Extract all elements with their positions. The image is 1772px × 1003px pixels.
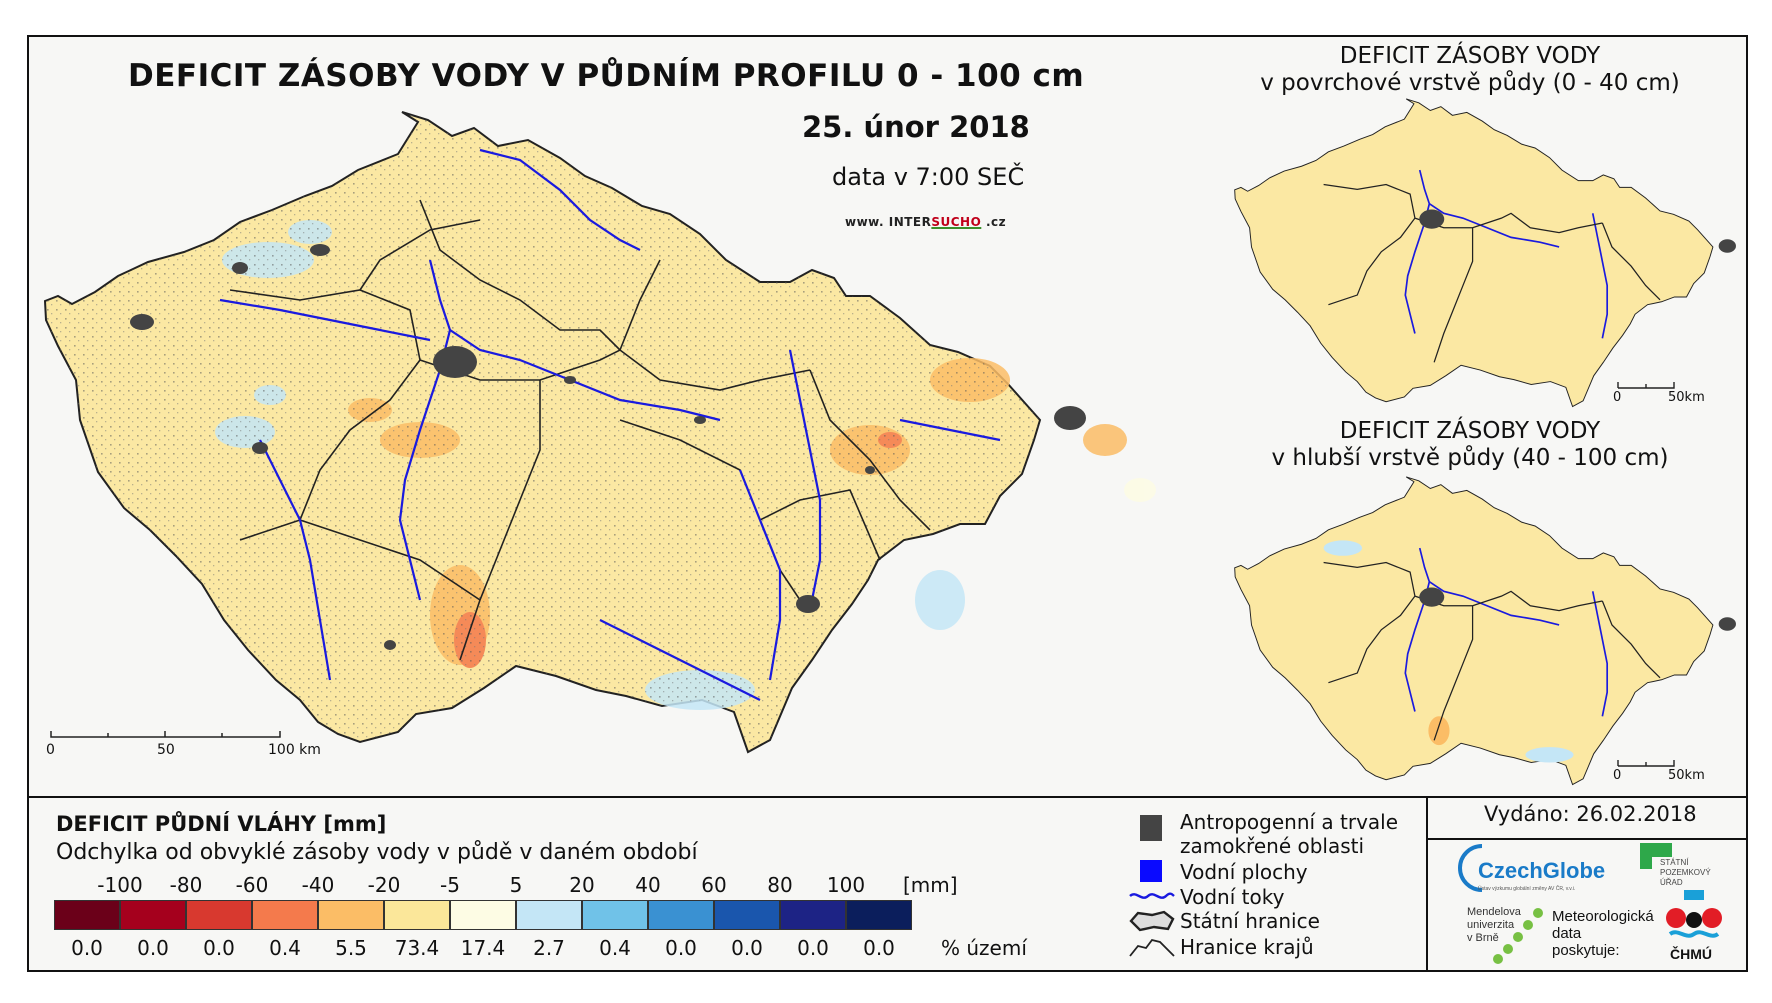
scale-tick-9: 60 xyxy=(701,873,727,897)
czechglobe-subtitle: Ústav výzkumu globální změny AV ČR, v.v.… xyxy=(1478,886,1576,892)
scale-swatch-5 xyxy=(384,900,450,930)
color-scale xyxy=(54,900,912,930)
percent-unit: % území xyxy=(941,936,1027,960)
scale-swatch-2 xyxy=(186,900,252,930)
main-scale-50: 50 xyxy=(157,742,175,758)
scale-tick-7: 20 xyxy=(569,873,595,897)
scale-tick-4: -20 xyxy=(367,873,401,897)
scale-swatch-0 xyxy=(54,900,120,930)
mendelu-logo-dots xyxy=(1493,908,1543,964)
scale-tick-6: 5 xyxy=(509,873,523,897)
scale-swatch-11 xyxy=(780,900,846,930)
state-border-symbol xyxy=(1129,910,1175,932)
scale-percent-5: 73.4 xyxy=(394,936,440,960)
legend-panel xyxy=(27,796,1748,972)
mendelu-logo-text: Mendelova univerzita v Brně xyxy=(1467,906,1521,944)
scale-tick-10: 80 xyxy=(767,873,793,897)
logos-separator xyxy=(1428,838,1748,840)
main-title: DEFICIT ZÁSOBY VODY V PŮDNÍM PROFILU 0 -… xyxy=(128,58,1085,94)
inset-bottom-scale-50: 50km xyxy=(1668,768,1705,783)
scale-tick-0: -100 xyxy=(97,873,143,897)
scale-tick-11: 100 xyxy=(826,873,866,897)
region-borders xyxy=(229,199,931,661)
scale-tick-1: -80 xyxy=(169,873,203,897)
czechglobe-logo xyxy=(1458,844,1483,892)
scale-swatch-12 xyxy=(846,900,912,930)
scale-tick-3: -40 xyxy=(301,873,335,897)
scale-tick-2: -60 xyxy=(235,873,269,897)
main-scale-bar xyxy=(50,731,281,738)
legend-separator xyxy=(1426,796,1428,972)
scale-swatch-6 xyxy=(450,900,516,930)
scale-percent-12: 0.0 xyxy=(863,936,895,960)
water-swatch xyxy=(1140,860,1162,882)
chmu-logo-icon xyxy=(1666,890,1722,938)
main-scale-100: 100 km xyxy=(268,742,321,758)
region-border-legend-label: Hranice krajů xyxy=(1180,935,1314,959)
scale-percent-3: 0.4 xyxy=(269,936,301,960)
scale-percent-4: 5.5 xyxy=(335,936,367,960)
scale-percent-0: 0.0 xyxy=(71,936,103,960)
scale-unit: [mm] xyxy=(903,873,958,897)
inset-top-title: DEFICIT ZÁSOBY VODY v povrchové vrstvě pů… xyxy=(1260,43,1680,96)
river-legend-label: Vodní toky xyxy=(1180,885,1285,909)
inset-top-scale-0: 0 xyxy=(1613,390,1622,405)
scale-swatch-8 xyxy=(582,900,648,930)
issued-date: Vydáno: 26.02.2018 xyxy=(1484,802,1697,826)
main-scale-0: 0 xyxy=(46,742,55,758)
czechglobe-name: CzechGlobe xyxy=(1478,858,1606,883)
legend-subtitle: Odchylka od obvyklé zásoby vody v půdě v… xyxy=(56,840,698,865)
spu-logo-text: STÁTNÍ POZEMKOVÝ ÚŘAD xyxy=(1660,858,1711,887)
scale-percent-6: 17.4 xyxy=(460,936,506,960)
time-label: data v 7:00 SEČ xyxy=(832,163,1025,191)
main-dot-texture xyxy=(45,112,1040,752)
inset-top-scale-50: 50km xyxy=(1668,390,1705,405)
scale-percent-10: 0.0 xyxy=(731,936,763,960)
scale-swatch-7 xyxy=(516,900,582,930)
water-legend-label: Vodní plochy xyxy=(1180,860,1308,884)
legend-title: DEFICIT PŮDNÍ VLÁHY [mm] xyxy=(56,812,387,836)
scale-tick-5: -5 xyxy=(440,873,460,897)
scale-swatch-9 xyxy=(648,900,714,930)
chmu-name: ČHMÚ xyxy=(1670,946,1712,962)
date-label: 25. únor 2018 xyxy=(802,110,1030,144)
scale-percent-7: 2.7 xyxy=(533,936,565,960)
inset-top-map xyxy=(1233,98,1736,408)
scale-swatch-10 xyxy=(714,900,780,930)
inset-top-scale-bar xyxy=(1617,382,1675,389)
scale-percent-1: 0.0 xyxy=(137,936,169,960)
river-symbol xyxy=(1129,892,1175,899)
scale-percent-2: 0.0 xyxy=(203,936,235,960)
urban-legend-label: Antropogenní a trvale zamokřené oblasti xyxy=(1180,810,1399,858)
urban-areas xyxy=(130,244,1086,650)
scale-swatch-1 xyxy=(120,900,186,930)
scale-swatch-3 xyxy=(252,900,318,930)
scale-percent-8: 0.4 xyxy=(599,936,631,960)
inset-bottom-scale-0: 0 xyxy=(1613,768,1622,783)
region-border-symbol xyxy=(1129,938,1175,957)
met-data-text: Meteorologická data poskytuje: xyxy=(1552,908,1654,959)
urban-swatch xyxy=(1140,815,1162,841)
spu-logo-icon-stem xyxy=(1640,843,1652,869)
inset-bottom-title: DEFICIT ZÁSOBY VODY v hlubší vrstvě půdy … xyxy=(1271,418,1669,471)
state-border-legend-label: Státní hranice xyxy=(1180,909,1320,933)
website-link[interactable]: www. INTERSUCHO .cz xyxy=(845,215,1007,229)
scale-tick-8: 40 xyxy=(635,873,661,897)
inset-bottom-map xyxy=(1233,476,1736,786)
inset-bottom-scale-bar xyxy=(1617,760,1675,767)
scale-percent-11: 0.0 xyxy=(797,936,829,960)
scale-swatch-4 xyxy=(318,900,384,930)
scale-percent-9: 0.0 xyxy=(665,936,697,960)
